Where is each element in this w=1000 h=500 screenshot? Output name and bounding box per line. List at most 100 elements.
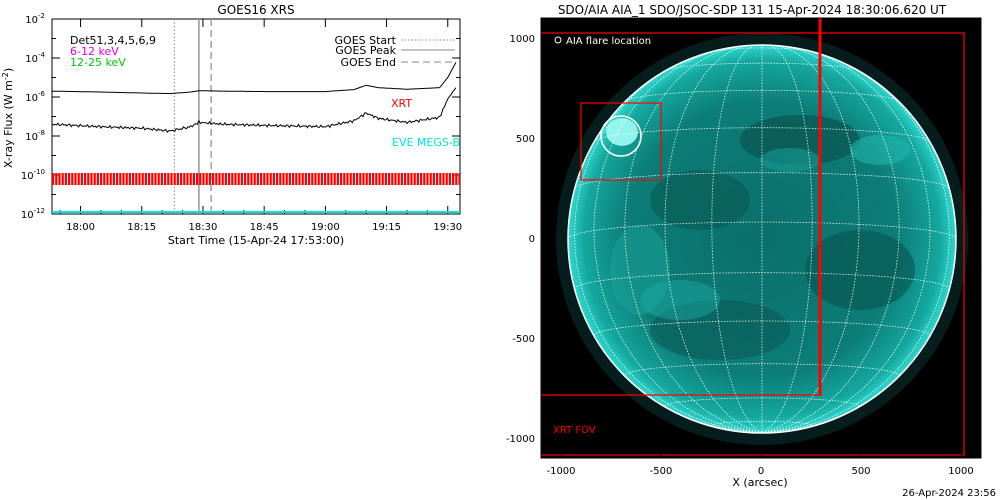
grid-line [574,172,950,189]
xrt-coverage-tick [125,173,128,185]
x-tick-label: 18:45 [250,222,279,233]
xrt-coverage-tick [202,173,205,185]
xrt-coverage-tick [218,173,221,185]
x-tick-label: 18:30 [189,222,218,233]
xrt-coverage-tick [359,173,362,185]
xrt-coverage-tick [420,173,423,185]
xrt-coverage-bar [52,173,460,185]
xrt-coverage-tick [173,173,176,185]
xrt-coverage-tick [55,173,58,185]
xrt-coverage-tick [116,173,119,185]
xrt-coverage-tick [151,173,154,185]
grid-line [711,420,813,426]
xrt-coverage-tick [276,173,279,185]
flare-location-circle [600,115,642,157]
left-y-ticks: 10-2 10-4 10-6 10-8 10-10 10-12 [21,12,460,221]
xrt-coverage-tick [352,173,355,185]
xrt-coverage-tick [253,173,256,185]
grid-line [761,45,860,433]
xrt-coverage-tick [429,173,432,185]
xrt-coverage-tick [93,173,96,185]
y-tick-label: 10-12 [21,207,45,221]
grid-line [761,47,931,433]
xrt-coverage-tick [423,173,426,185]
xrt-coverage-tick [128,173,131,185]
xrt-coverage-tick [343,173,346,185]
grid-line [664,45,763,433]
xrt-coverage-tick [260,173,263,185]
grid-line [624,363,900,376]
y-tick-label: 10-8 [25,129,45,143]
xrt-coverage-tick [192,173,195,185]
xrt-coverage-tick [397,173,400,185]
xrt-coverage-tick [215,173,218,185]
xrt-coverage-tick [144,173,147,185]
xrt-coverage-tick [80,173,83,185]
aia-image-panel: SDO/AIA AIA_1 SDO/JSOC-SDP 131 15-Apr-20… [506,3,982,489]
xrt-coverage-tick [189,173,192,185]
x-tick-label: 19:15 [372,222,401,233]
xrt-coverage-tick [439,173,442,185]
right-y-tick-label: 0 [529,234,535,245]
xrt-coverage-tick [301,173,304,185]
xrt-coverage-tick [314,173,317,185]
xrt-coverage-tick [61,173,64,185]
grid-line [761,45,900,433]
y-tick-label: 10-2 [25,12,45,26]
xrt-coverage-tick [349,173,352,185]
xrt-coverage-tick [224,173,227,185]
legend-detectors: Det51,3,4,5,6,9 [70,34,156,47]
xrt-coverage-tick [266,173,269,185]
xrt-coverage-tick [333,173,336,185]
xrt-coverage-tick [372,173,375,185]
xrt-coverage-tick [308,173,311,185]
xrt-coverage-tick [247,173,250,185]
y-tick-label: 10-4 [25,51,45,65]
grid-line [593,127,931,142]
grid-line [593,47,763,433]
xrt-coverage-tick [100,173,103,185]
xrt-coverage-tick [295,173,298,185]
right-y-tick-label: -500 [512,334,535,345]
xrt-coverage-tick [196,173,199,185]
xrt-coverage-tick [52,173,55,185]
x-tick-label: 18:15 [127,222,156,233]
legend-6-12kev: 6-12 keV [70,45,119,58]
xrt-coverage-tick [311,173,314,185]
xrt-coverage-tick [282,173,285,185]
xrt-coverage-tick [384,173,387,185]
left-panel-title: GOES16 XRS [217,3,294,17]
xrt-coverage-tick [340,173,343,185]
goes-xrs-panel: GOES16 XRS 10-2 10-4 10-6 10-8 10-10 10-12 18… [1,3,462,247]
xrt-coverage-tick [298,173,301,185]
xrt-coverage-tick [400,173,403,185]
xrt-coverage-tick [394,173,397,185]
xrt-coverage-tick [68,173,71,185]
xrt-fov-box [541,32,965,456]
xrt-coverage-tick [250,173,253,185]
right-panel-title: SDO/AIA AIA_1 SDO/JSOC-SDP 131 15-Apr-20… [558,3,947,17]
xrt-coverage-tick [170,173,173,185]
x-tick-label: 19:30 [433,222,462,233]
xrt-coverage-tick [324,173,327,185]
right-x-axis-label: X (arcsec) [732,476,787,489]
xrt-coverage-tick [413,173,416,185]
grid-line [711,45,763,433]
x-tick-label: 18:00 [66,222,95,233]
left-x-axis-label: Start Time (15-Apr-24 17:53:00) [168,234,344,247]
grid-line [624,45,763,433]
xrt-coverage-tick [106,173,109,185]
xrt-coverage-tick [272,173,275,185]
solar-limb [567,44,957,434]
xrt-coverage-tick [407,173,410,185]
xrt-coverage-tick [448,173,451,185]
xrt-coverage-tick [416,173,419,185]
xrt-coverage-tick [109,173,112,185]
y-tick-label: 10-10 [21,168,45,182]
xrt-coverage-tick [426,173,429,185]
xrt-coverage-tick [122,173,125,185]
xrt-coverage-tick [244,173,247,185]
xrt-coverage-tick [208,173,211,185]
left-y-axis-label: X-ray Flux (W m-2) [1,68,15,168]
flare-zoom-box [580,102,662,181]
